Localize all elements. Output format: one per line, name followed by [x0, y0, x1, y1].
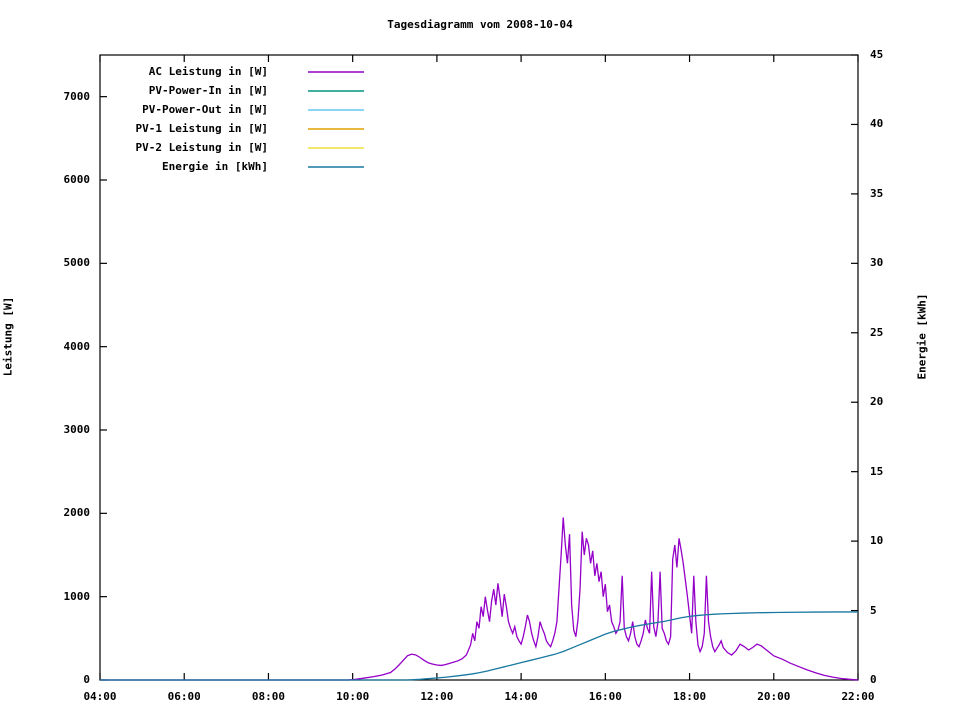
- legend-label-4: PV-2 Leistung in [W]: [135, 141, 268, 154]
- y-tick-label-right: 25: [870, 325, 884, 339]
- y-tick-label-left: 3000: [63, 423, 91, 436]
- y-tick-label-right: 30: [870, 256, 884, 270]
- y-tick-label-left: 1000: [63, 589, 91, 603]
- legend-label-3: PV-1 Leistung in [W]: [135, 122, 268, 135]
- x-tick-label: 22:00: [841, 690, 875, 703]
- y-tick-label-left: 2000: [63, 506, 91, 520]
- x-tick-label: 14:00: [504, 690, 538, 703]
- y-tick-label-left: 7000: [63, 89, 91, 103]
- y-tick-label-right: 35: [870, 186, 884, 200]
- y-tick-label-right: 45: [870, 48, 884, 61]
- x-tick-label: 04:00: [83, 690, 117, 703]
- y-tick-label-right: 15: [870, 464, 884, 478]
- x-tick-label: 20:00: [757, 690, 791, 703]
- x-tick-label: 08:00: [251, 690, 285, 703]
- y-tick-label-right: 20: [870, 395, 884, 409]
- plot-frame: [99, 54, 859, 681]
- series-line-5: [100, 611, 858, 681]
- y-tick-label-right: 40: [870, 117, 884, 131]
- legend-label-2: PV-Power-Out in [W]: [142, 103, 268, 116]
- y-tick-label-left: 5000: [63, 256, 91, 270]
- x-tick-label: 06:00: [167, 690, 201, 703]
- y-tick-label-left: 4000: [63, 339, 91, 353]
- series-line-0: [100, 517, 859, 681]
- y-tick-label-right: 10: [870, 534, 884, 548]
- x-tick-label: 18:00: [672, 690, 707, 703]
- y-tick-label-right: 0: [870, 673, 877, 686]
- legend-label-1: PV-Power-In in [W]: [148, 84, 268, 97]
- x-tick-label: 16:00: [588, 690, 622, 703]
- y-tick-label-left: 0: [83, 673, 90, 686]
- chart-title: Tagesdiagramm vom 2008-10-04: [387, 18, 573, 31]
- x-tick-label: 10:00: [336, 690, 370, 703]
- y-tick-label-right: 5: [870, 603, 877, 617]
- tick-marks: [99, 54, 859, 681]
- y-axis-label-left: Leistung [W]: [1, 296, 15, 377]
- legend-label-5: Energie in [kWh]: [162, 160, 268, 173]
- legend-label-0: AC Leistung in [W]: [148, 65, 268, 78]
- y-tick-label-left: 6000: [63, 173, 91, 186]
- x-tick-label: 12:00: [420, 690, 454, 703]
